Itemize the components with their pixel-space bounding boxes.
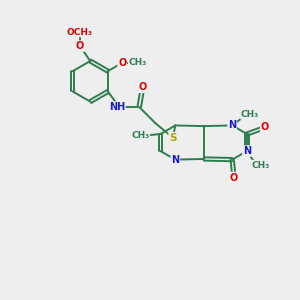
Text: CH₃: CH₃ (129, 58, 147, 67)
Text: O: O (138, 82, 146, 92)
Text: NH: NH (109, 102, 125, 112)
Text: S: S (169, 133, 177, 143)
Text: N: N (228, 121, 236, 130)
Text: N: N (171, 154, 179, 165)
Text: O: O (261, 122, 269, 132)
Text: O: O (118, 58, 126, 68)
Text: O: O (230, 172, 238, 182)
Text: CH₃: CH₃ (252, 160, 270, 169)
Text: OCH₃: OCH₃ (67, 28, 93, 37)
Text: CH₃: CH₃ (241, 110, 259, 119)
Text: CH₃: CH₃ (131, 131, 149, 140)
Text: O: O (76, 41, 84, 51)
Text: N: N (243, 146, 251, 156)
